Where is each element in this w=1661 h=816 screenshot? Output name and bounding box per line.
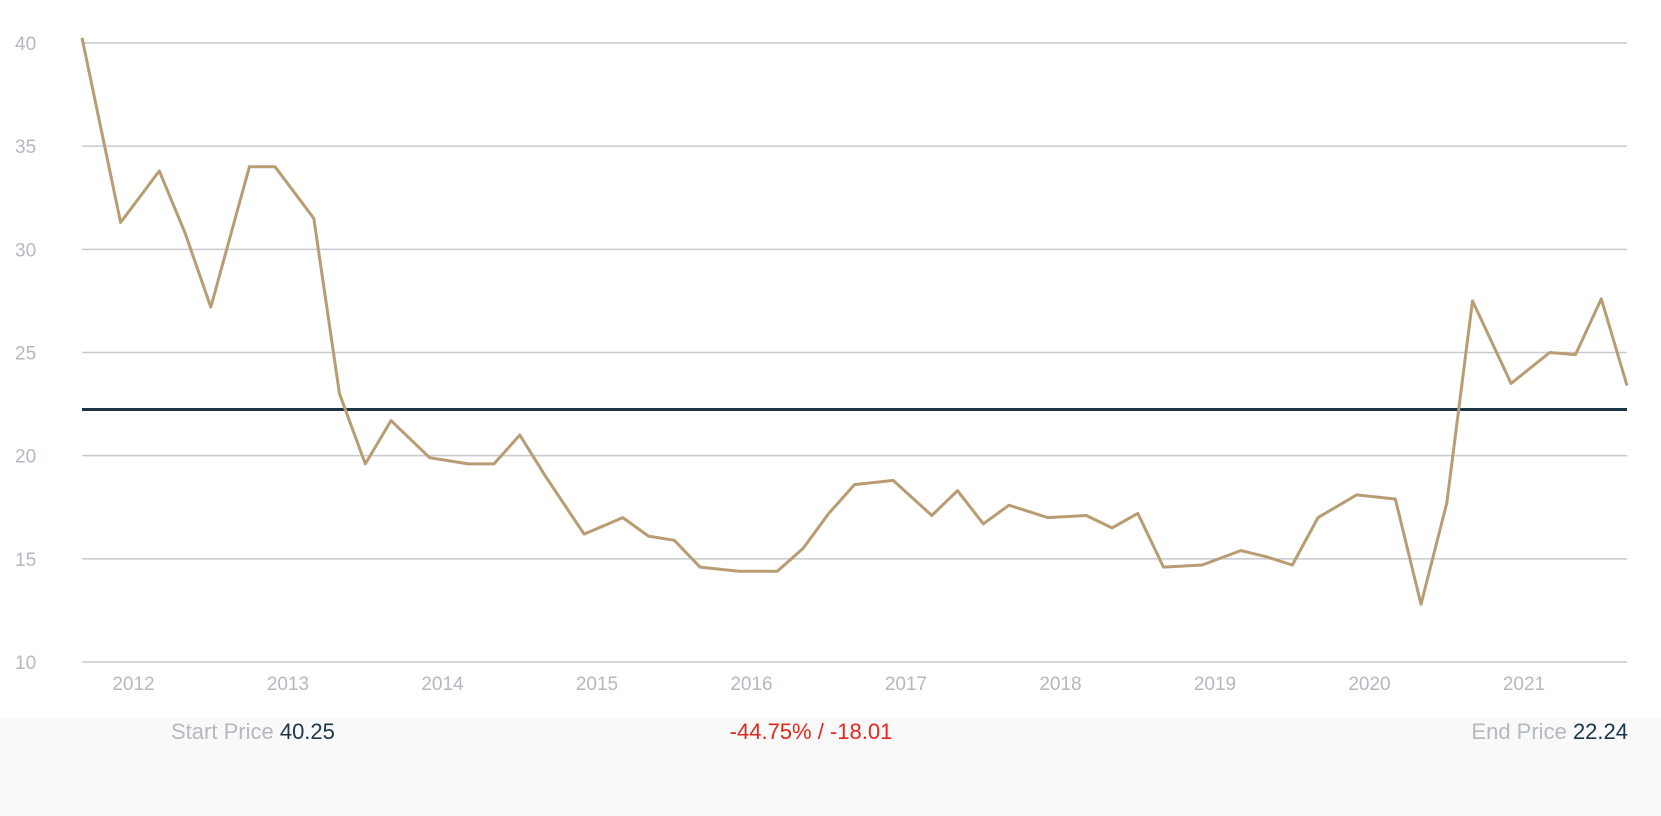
price-chart-svg: 10 15 20 25 30 35 40 2012 2013 2014 2015 2016 2017 20… bbox=[15, 34, 1629, 695]
x-tick-label-2014: 2014 bbox=[421, 674, 464, 695]
end-price-value: 22.24 bbox=[1572, 719, 1628, 744]
end-price-label: End Price bbox=[1471, 719, 1567, 744]
x-tick-label-2019: 2019 bbox=[1194, 674, 1236, 695]
x-tick-label-2012: 2012 bbox=[112, 674, 154, 695]
x-tick-label-2015: 2015 bbox=[576, 674, 618, 695]
y-tick-label-30: 30 bbox=[15, 240, 36, 261]
x-tick-label-2013: 2013 bbox=[267, 674, 309, 695]
x-tick-label-2017: 2017 bbox=[885, 674, 927, 695]
end-price-stat: End Price 22.24 bbox=[1471, 718, 1628, 746]
x-tick-label-2021: 2021 bbox=[1503, 674, 1545, 695]
x-tick-label-2018: 2018 bbox=[1039, 674, 1081, 695]
x-tick-label-2016: 2016 bbox=[730, 674, 772, 695]
start-price-label: Start Price bbox=[171, 719, 274, 744]
y-tick-label-35: 35 bbox=[15, 137, 36, 158]
start-price-value: 40.25 bbox=[279, 719, 335, 744]
y-tick-label-20: 20 bbox=[15, 447, 36, 468]
price-series-line bbox=[80, 37, 1629, 606]
y-tick-label-10: 10 bbox=[15, 653, 36, 674]
price-summary-footer: Start Price 40.25 -44.75% / -18.01 End P… bbox=[0, 718, 1661, 816]
y-tick-label-40: 40 bbox=[15, 34, 36, 55]
y-tick-label-25: 25 bbox=[15, 344, 36, 365]
y-tick-label-15: 15 bbox=[15, 550, 36, 571]
price-chart: 10 15 20 25 30 35 40 2012 2013 2014 2015 2016 2017 20… bbox=[15, 34, 1629, 695]
price-change-value: -44.75% / -18.01 bbox=[729, 719, 893, 744]
x-tick-label-2020: 2020 bbox=[1348, 674, 1390, 695]
start-price-stat: Start Price 40.25 bbox=[171, 718, 335, 746]
